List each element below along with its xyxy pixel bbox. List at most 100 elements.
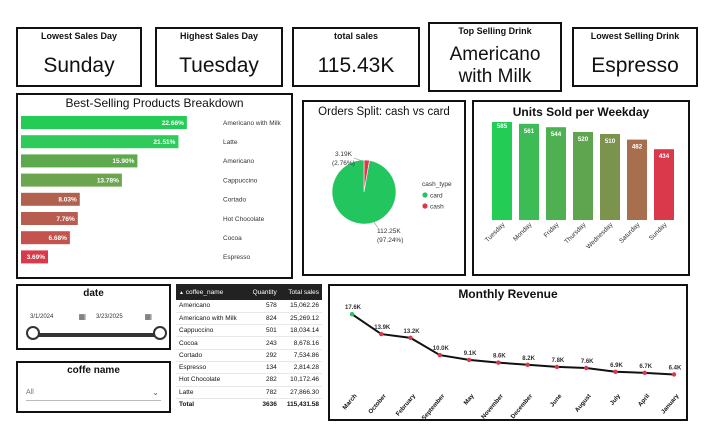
column-header-coffee-name[interactable]: ▲ coffee_name (176, 284, 247, 300)
category-label: Americano with Milk (223, 120, 282, 127)
cell-quantity: 292 (246, 349, 280, 362)
sales-table-panel: ▲ coffee_name Quantity Total sales Ameri… (176, 284, 322, 419)
date-range-end-handle[interactable] (153, 326, 167, 340)
bar (654, 149, 674, 220)
data-point (613, 369, 618, 374)
start-date-input[interactable]: 3/1/2024 ▦ (30, 308, 88, 326)
data-label: 13.9K (374, 325, 391, 331)
cell-quantity: 578 (246, 300, 280, 313)
column-header-total-sales[interactable]: Total sales (279, 284, 322, 300)
monthly-revenue-panel: Monthly Revenue 17.6K March 13.9K October 13… (328, 284, 688, 421)
bar (546, 127, 566, 220)
table-row[interactable]: Cortado 292 7,534.86 (176, 349, 322, 362)
category-label: Hot Chocolate (223, 216, 265, 223)
units-per-weekday-chart: 585 Tuesday 561 Monday 544 Friday 520 Thursday 5… (484, 122, 674, 251)
data-point (349, 311, 355, 317)
bar (627, 139, 647, 220)
coffee-name-dropdown[interactable]: All ⌄ (26, 385, 161, 401)
data-point (408, 335, 413, 341)
data-label: 8.2K (522, 356, 535, 362)
data-point (379, 331, 384, 337)
best-selling-products-chart: 22.66% Americano with Milk 21.51% Latte 15.9… (21, 116, 282, 264)
units-per-weekday-panel: Units Sold per Weekday 585 Tuesday 561 Mond… (472, 100, 690, 276)
bar (492, 122, 512, 220)
category-label: Cortado (223, 197, 247, 204)
category-label: Cocoa (223, 235, 242, 242)
date-range-start-handle[interactable] (26, 326, 40, 340)
bar (21, 250, 49, 264)
end-date-value: 3/23/2025 (96, 314, 123, 320)
data-point (437, 352, 443, 358)
chart-title: Monthly Revenue (458, 287, 558, 301)
cell-quantity: 501 (246, 324, 280, 338)
data-label: 3.19K (335, 151, 353, 158)
data-point (496, 360, 501, 365)
end-date-input[interactable]: 3/23/2025 ▦ (96, 308, 154, 326)
cell-coffee-name: Cappuccino (176, 324, 247, 338)
table-header-row: ▲ coffee_name Quantity Total sales (176, 284, 322, 300)
category-label: June (549, 392, 564, 408)
data-label: 13.78% (97, 177, 119, 184)
coffee-name-slicer: coffe name All ⌄ (16, 361, 171, 413)
data-label: 21.51% (153, 139, 175, 146)
table-row[interactable]: Cappuccino 501 18,034.14 (176, 324, 322, 338)
kpi-title: Lowest Sales Day (40, 31, 118, 41)
legend-marker-cash (422, 203, 428, 209)
total-sales: 115,431.58 (279, 397, 322, 411)
data-label: 7.6K (581, 359, 594, 365)
data-label: 3.69% (27, 254, 46, 261)
data-label: 544 (551, 131, 562, 138)
table-row[interactable]: Americano with Milk 824 25,269.12 (176, 312, 322, 326)
data-label: 6.4K (669, 365, 682, 371)
sales-table: ▲ coffee_name Quantity Total sales Ameri… (176, 284, 322, 411)
calendar-icon[interactable]: ▦ (78, 312, 86, 321)
cell-total-sales: 8,678.16 (279, 336, 322, 350)
legend-marker-card (422, 192, 428, 198)
cell-coffee-name: Espresso (176, 361, 247, 375)
data-label: 510 (605, 138, 616, 145)
kpi-value: Americano with Milk (449, 44, 541, 87)
cell-total-sales: 18,034.14 (279, 324, 322, 338)
category-label: March (341, 393, 358, 412)
bar (21, 212, 78, 225)
data-label: 112.25K (377, 228, 401, 235)
category-label: September (420, 392, 446, 420)
category-label: Espresso (223, 254, 250, 261)
cell-coffee-name: Americano (176, 300, 247, 313)
bar (21, 192, 80, 206)
cell-total-sales: 15,062.26 (279, 300, 322, 313)
table-row[interactable]: Espresso 134 2,814.28 (176, 361, 322, 375)
kpi-lowest-sales-day: Lowest Sales Day Sunday (16, 27, 142, 87)
leader-line (353, 157, 363, 162)
table-row[interactable]: Americano 578 15,062.26 (176, 300, 322, 313)
sort-icon[interactable]: ▲ (179, 289, 184, 296)
kpi-value: Sunday (43, 54, 115, 77)
category-label: November (480, 392, 505, 420)
calendar-icon[interactable]: ▦ (144, 312, 152, 321)
pie-slice-card (331, 159, 397, 225)
chevron-down-icon[interactable]: ⌄ (152, 388, 159, 397)
table-row[interactable]: Cocoa 243 8,678.16 (176, 336, 322, 350)
category-label: December (510, 392, 535, 420)
date-slicer: date 3/1/2024 ▦ 3/23/2025 ▦ (16, 284, 171, 350)
data-label: 585 (497, 123, 508, 130)
cell-quantity: 782 (246, 386, 280, 399)
category-label: Americano (223, 158, 254, 165)
bar (519, 123, 539, 220)
category-label: February (395, 392, 418, 417)
kpi-title: Highest Sales Day (179, 31, 259, 41)
monthly-revenue-chart: 17.6K March 13.9K October 13.2K February 10.0K… (341, 305, 682, 420)
category-label: May (463, 392, 476, 406)
cell-coffee-name: Latte (176, 386, 247, 399)
best-selling-products-panel: Best-Selling Products Breakdown 22.66% Am… (16, 93, 293, 279)
data-point (466, 357, 472, 363)
date-range-track[interactable] (33, 333, 159, 337)
table-row[interactable]: Latte 782 27,866.30 (176, 386, 322, 399)
column-header-quantity[interactable]: Quantity (246, 284, 280, 300)
cell-coffee-name: Americano with Milk (176, 312, 247, 326)
data-label: (97.24%) (377, 237, 403, 244)
data-label: 6.68% (48, 235, 67, 242)
legend-title: cash_type (422, 181, 452, 188)
table-row[interactable]: Hot Chocolate 282 10,172.46 (176, 373, 322, 387)
kpi-title: total sales (333, 31, 379, 41)
